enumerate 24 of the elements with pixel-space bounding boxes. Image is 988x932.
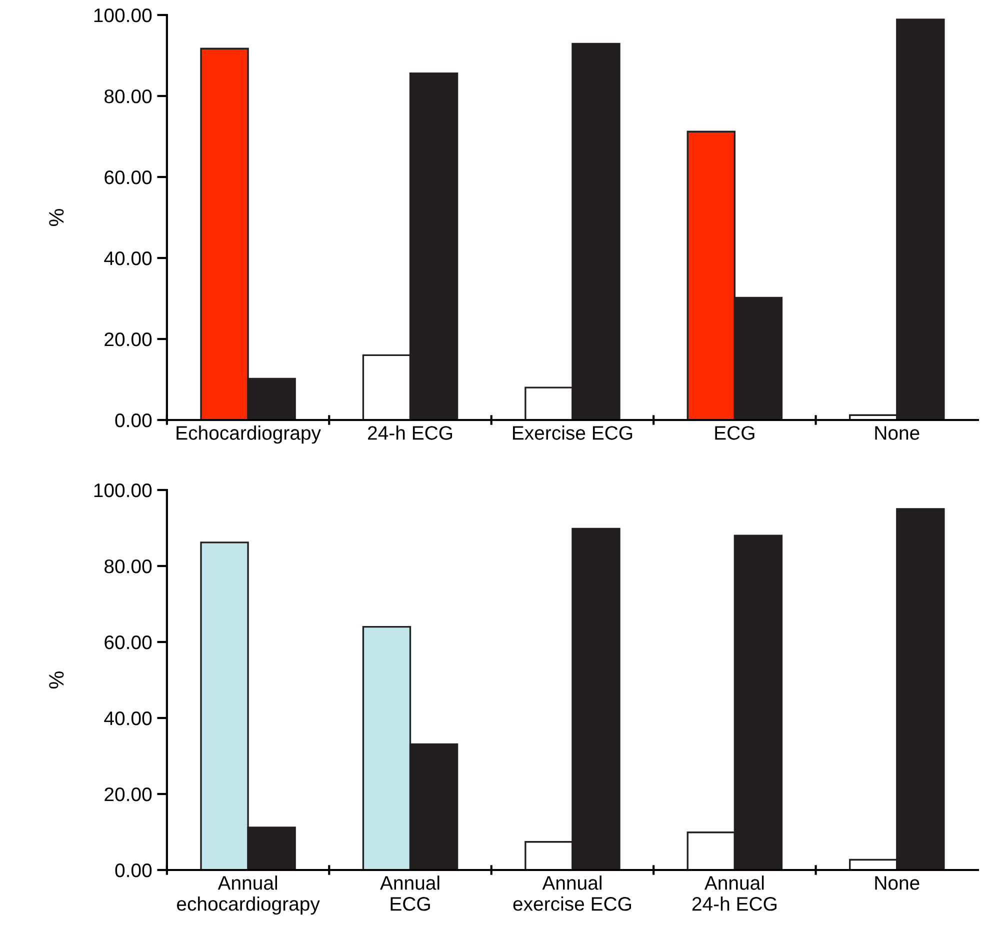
x-tick-label: Annual 24-h ECG: [692, 876, 776, 911]
y-tick-label: 20.00: [104, 332, 152, 346]
y-tick-label: 0.00: [115, 863, 152, 878]
y-tick-label: 60.00: [104, 635, 152, 650]
x-tick-label: Annual ECG: [380, 876, 440, 911]
x-tick-label: None: [875, 426, 920, 440]
y-axis-title: %: [49, 208, 64, 226]
x-tick-label: Echocardiograpy: [176, 426, 321, 444]
x-tick-label: Annual exercise ECG: [513, 876, 631, 911]
y-tick-label: 0.00: [115, 413, 152, 428]
y-tick-label: 80.00: [104, 89, 152, 104]
y-tick-label: 100.00: [94, 8, 152, 22]
x-tick-label: Exercise ECG: [513, 426, 632, 440]
y-tick-label: 80.00: [104, 559, 152, 574]
y-tick-label: 100.00: [94, 483, 152, 498]
x-tick-label: None: [875, 876, 920, 890]
y-tick-label: 20.00: [104, 787, 152, 802]
x-tick-label: 24-h ECG: [368, 426, 452, 440]
y-tick-label: 40.00: [104, 251, 152, 266]
y-axis-title: %: [49, 671, 64, 689]
x-tick-label: Annual echocardiograpy: [176, 876, 320, 915]
y-tick-label: 60.00: [104, 170, 152, 184]
y-tick-label: 40.00: [104, 711, 152, 726]
x-tick-label: ECG: [715, 426, 754, 440]
